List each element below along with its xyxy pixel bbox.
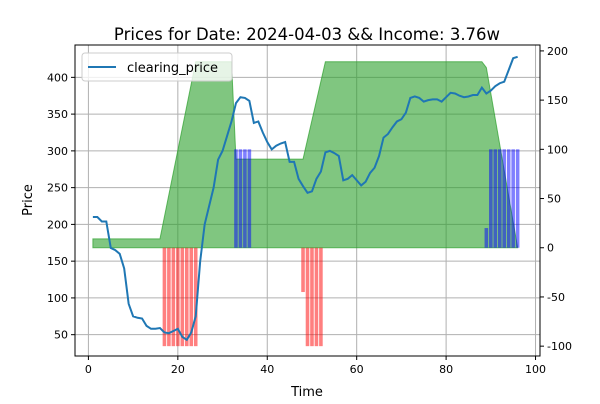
bars-layer (162, 149, 520, 347)
buy-bar (511, 149, 515, 248)
x-tick-label: 0 (85, 363, 92, 376)
buy-bar (247, 149, 252, 248)
buy-bar (502, 149, 507, 248)
buy-bar (234, 149, 238, 248)
y2-tick-label: 0 (547, 242, 554, 255)
sell-bar (180, 247, 185, 347)
buy-bar (493, 149, 498, 248)
sell-bar (189, 247, 194, 347)
x-tick-label: 100 (525, 363, 546, 376)
y-tick-label: 150 (47, 255, 68, 268)
y2-tick-label: 150 (547, 94, 568, 107)
y-tick-label: 300 (47, 145, 68, 158)
sell-bar (162, 247, 167, 347)
x-tick-label: 20 (171, 363, 185, 376)
x-tick-label: 40 (260, 363, 274, 376)
sell-bar (171, 247, 176, 347)
legend-box (81, 52, 233, 82)
lines-layer (92, 55, 518, 342)
sell-bar (176, 247, 180, 347)
x-tick-label: 80 (439, 363, 453, 376)
sell-bar (193, 247, 198, 347)
buy-bar (484, 228, 489, 248)
legend: clearing_price (81, 52, 233, 82)
buy-bar (515, 149, 520, 248)
sell-bar (305, 247, 310, 347)
buy-bar (506, 149, 511, 248)
sell-bar (310, 247, 314, 347)
fill-layer (92, 61, 519, 249)
legend-label: clearing_price (127, 61, 218, 76)
sell-bar (319, 247, 323, 347)
x-tick-label: 60 (350, 363, 364, 376)
y2-tick-label: 100 (547, 143, 568, 156)
x-axis-label: Time (290, 385, 323, 400)
y2-tick-label: 50 (547, 193, 561, 206)
buy-bar (489, 149, 493, 248)
y-tick-label: 50 (54, 329, 68, 342)
sell-bar (167, 247, 171, 347)
sell-bar (184, 247, 189, 347)
chart-title: Prices for Date: 2024-04-03 && Income: 3… (114, 25, 500, 44)
y-tick-label: 400 (47, 71, 68, 84)
y-tick-label: 200 (47, 218, 68, 231)
y-tick-label: 350 (47, 108, 68, 121)
sell-bar (314, 247, 319, 347)
y-tick-label: 100 (47, 292, 68, 305)
y-axis-label: Price (21, 184, 36, 216)
clearing-price-line (92, 55, 518, 342)
buy-bar (238, 149, 243, 248)
buy-bar (497, 149, 502, 248)
y2-tick-label: 200 (547, 45, 568, 58)
ticks-layer: 0 20 40 60 80 100 50 100 150 200 250 300 350 400 -100 -… (47, 45, 572, 376)
y2-tick-label: -100 (547, 340, 572, 353)
plot-frame (74, 44, 541, 357)
sell-bar (301, 247, 305, 293)
buy-bar (243, 149, 247, 248)
y-tick-label: 250 (47, 182, 68, 195)
fill-area (92, 61, 519, 249)
y2-tick-label: -50 (547, 291, 565, 304)
